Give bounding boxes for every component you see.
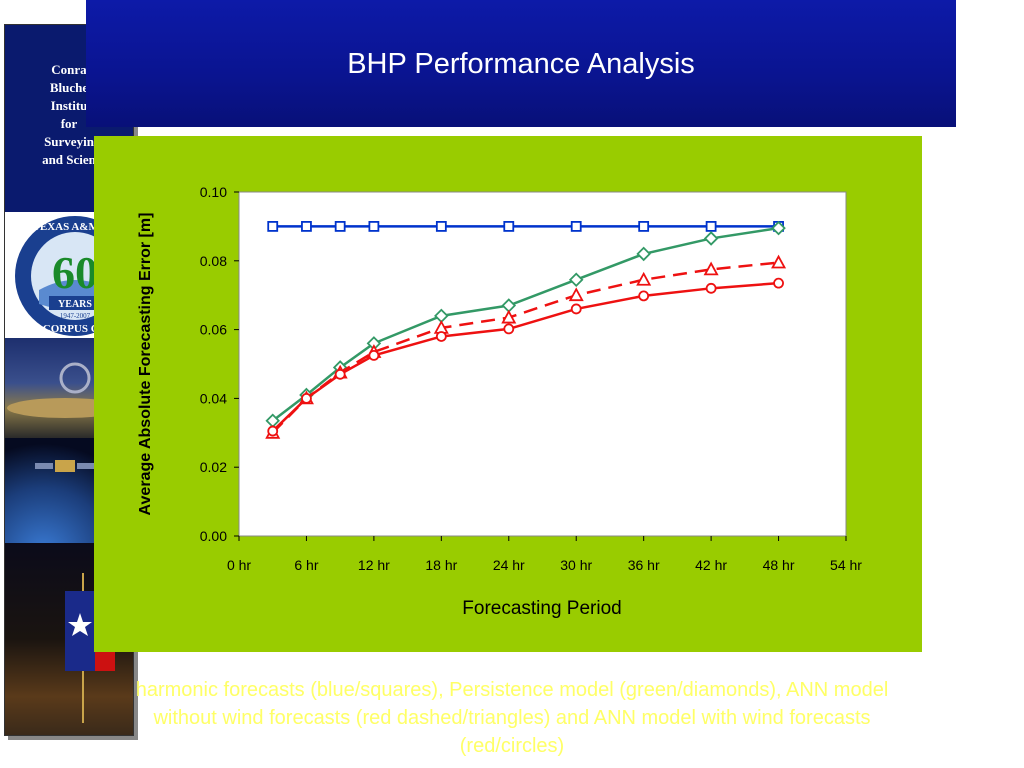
figure-caption: harmonic forecasts (blue/squares), Persi… — [20, 676, 1004, 760]
star-icon — [68, 613, 92, 636]
solar-panel-left — [35, 463, 53, 469]
plot-area — [238, 191, 847, 537]
institute-name: Conra Bluche Institu for Surveyin and Sc… — [5, 61, 133, 169]
data-point-square — [570, 221, 582, 232]
x-axis: 0 hr 6 hr 12 hr 18 hr 24 hr 30 hr 36 hr 42 hr 48… — [227, 536, 862, 573]
data-point-circle — [705, 282, 717, 294]
satellite-graphic — [35, 460, 95, 472]
data-point-square — [503, 221, 515, 232]
page-title: BHP Performance Analysis — [347, 48, 695, 80]
y-tick-label: 0.02 — [200, 459, 227, 475]
data-point-diamond — [703, 231, 719, 246]
series-line — [271, 226, 779, 422]
x-tick-label: 54 hr — [830, 557, 862, 573]
x-tick-label: 36 hr — [628, 557, 660, 573]
seal-dates-text: 1947-2007 — [60, 312, 91, 320]
satellite-icon — [55, 460, 75, 472]
x-tick-label: 48 hr — [763, 557, 795, 573]
data-point-square — [638, 221, 650, 232]
seal-number: 60 — [52, 247, 98, 298]
data-point-circle — [334, 368, 346, 380]
y-axis-label: Average Absolute Forecasting Error [m] — [137, 213, 154, 516]
data-point-triangle — [771, 254, 787, 269]
data-point-square — [267, 221, 279, 232]
institute-line-1: Conra — [51, 62, 87, 77]
seal-years-text: YEARS — [58, 299, 92, 310]
x-tick-label: 24 hr — [493, 557, 525, 573]
x-tick-label: 0 hr — [227, 557, 251, 573]
x-tick-label: 18 hr — [425, 557, 457, 573]
data-point-square — [435, 221, 447, 232]
y-tick-label: 0.10 — [200, 184, 227, 200]
chart-panel: 0.00 0.02 0.04 0.06 0.08 0.10 0 hr 6 hr 12 hr 18… — [94, 136, 922, 652]
data-point-diamond — [636, 246, 651, 262]
y-tick-label: 0.00 — [200, 528, 227, 544]
caption-line-3: (red/circles) — [459, 735, 565, 757]
data-point-circle — [368, 349, 380, 361]
institute-line-2: Bluche — [49, 80, 89, 95]
data-point-triangle — [636, 271, 652, 286]
data-point-triangle — [703, 261, 719, 276]
x-tick-label: 12 hr — [358, 557, 390, 573]
data-point-circle — [435, 331, 447, 342]
institute-line-4: for — [60, 116, 78, 131]
data-point-circle — [773, 277, 784, 289]
data-point-circle — [301, 392, 312, 404]
institute-line-6: and Scien — [42, 152, 96, 167]
x-tick-label: 30 hr — [560, 557, 592, 573]
data-point-square — [334, 221, 346, 232]
y-tick-label: 0.08 — [200, 253, 227, 269]
y-tick-label: 0.04 — [200, 390, 227, 406]
data-point-diamond — [568, 272, 584, 287]
data-point-square — [705, 221, 717, 232]
data-point-triangle — [501, 309, 517, 324]
line-chart: 0.00 0.02 0.04 0.06 0.08 0.10 0 hr 6 hr 12 hr 18… — [137, 184, 862, 619]
y-tick-label: 0.06 — [200, 322, 227, 338]
y-axis: 0.00 0.02 0.04 0.06 0.08 0.10 — [200, 184, 239, 544]
data-point-circle — [638, 290, 650, 302]
series-circle — [267, 277, 784, 437]
data-point-square — [368, 221, 380, 232]
institute-line-3: Institu — [50, 98, 88, 113]
x-tick-label: 42 hr — [695, 557, 727, 573]
x-axis-label: Forecasting Period — [462, 598, 621, 619]
series-line — [271, 281, 779, 432]
data-point-circle — [503, 323, 515, 335]
x-tick-label: 6 hr — [294, 557, 318, 573]
institute-line-5: Surveyin — [44, 134, 94, 149]
data-point-square — [301, 221, 312, 232]
data-point-circle — [267, 425, 279, 437]
seal-banner — [49, 296, 101, 310]
series-layer — [265, 220, 787, 439]
seal-bottom-text: CORPUS CH — [43, 323, 108, 335]
data-point-diamond — [771, 220, 786, 236]
ferris-wheel-icon — [59, 362, 91, 394]
data-point-triangle — [568, 287, 584, 302]
title-banner — [86, 0, 956, 127]
caption-line-2: without wind forecasts (red dashed/trian… — [153, 707, 871, 729]
caption-line-1: harmonic forecasts (blue/squares), Persi… — [135, 679, 889, 701]
data-point-circle — [570, 303, 582, 315]
solar-panel-right — [77, 463, 95, 469]
